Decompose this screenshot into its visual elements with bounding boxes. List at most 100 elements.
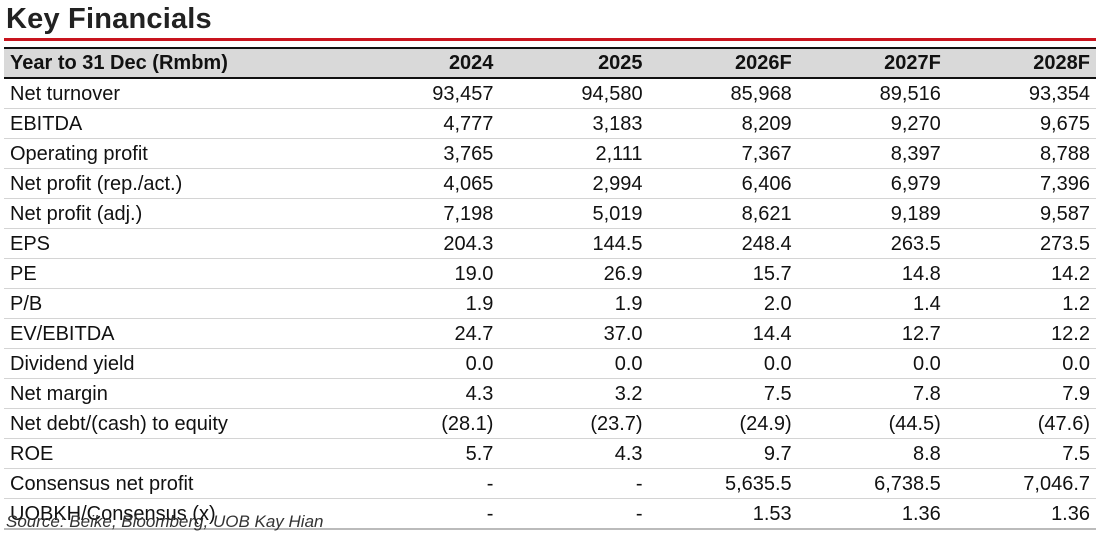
row-value: 93,354 — [946, 78, 1096, 109]
row-value: 273.5 — [946, 228, 1096, 259]
table-row: EBITDA 4,777 3,183 8,209 9,270 9,675 — [4, 108, 1096, 139]
row-value: - — [499, 468, 649, 499]
row-value: 8,788 — [946, 138, 1096, 169]
row-value: (47.6) — [946, 408, 1096, 439]
row-value: 1.9 — [350, 288, 500, 319]
row-value: 2.0 — [648, 288, 798, 319]
row-value: 4,777 — [350, 108, 500, 139]
row-value: (44.5) — [797, 408, 947, 439]
table-row: UOBKH/Consensus (x) - -1.53 1.36 1.36 — [4, 498, 1096, 530]
column-header-year: 2026F — [648, 47, 798, 79]
table-row: Dividend yield 0.0 0.0 0.0 0.0 0.0 — [4, 348, 1096, 379]
row-value: 5.7 — [350, 438, 500, 469]
row-value: 7.5 — [946, 438, 1096, 469]
column-header-label: Year to 31 Dec (Rmbm) — [4, 47, 351, 79]
row-value: 8,397 — [797, 138, 947, 169]
row-value: 6,406 — [648, 168, 798, 199]
row-value: 14.8 — [797, 258, 947, 289]
row-value: 144.5 — [499, 228, 649, 259]
row-value: (28.1) — [350, 408, 500, 439]
row-value: 7.5 — [648, 378, 798, 409]
row-value: 12.7 — [797, 318, 947, 349]
row-value: 3,183 — [499, 108, 649, 139]
row-label: EBITDA — [4, 108, 351, 139]
row-value: 248.4 — [648, 228, 798, 259]
row-value: 6,738.5 — [797, 468, 947, 499]
row-label: EV/EBITDA — [4, 318, 351, 349]
row-value: 204.3 — [350, 228, 500, 259]
row-value: 8.8 — [797, 438, 947, 469]
row-value: 14.4 — [648, 318, 798, 349]
row-value: 93,457 — [350, 78, 500, 109]
table-row: ROE 5.7 4.3 9.7 8.8 7.5 — [4, 438, 1096, 469]
row-value: 8,621 — [648, 198, 798, 229]
row-value: 19.0 — [350, 258, 500, 289]
row-value: 9,587 — [946, 198, 1096, 229]
table-row: Net debt/(cash) to equity (28.1) (23.7) (24… — [4, 408, 1096, 439]
row-value: 1.9 — [499, 288, 649, 319]
row-value: 3.2 — [499, 378, 649, 409]
section-title: Key Financials — [6, 3, 212, 35]
row-value: 1.36 — [946, 498, 1096, 530]
source-note: Source: Beike, Bloomberg, UOB Kay Hian — [6, 512, 324, 531]
row-value: 0.0 — [648, 348, 798, 379]
table-row: Operating profit 3,765 2,111 7,367 8,397 8,78… — [4, 138, 1096, 169]
row-value: 94,580 — [499, 78, 649, 109]
row-value: 1.2 — [946, 288, 1096, 319]
row-label: Net profit (rep./act.) — [4, 168, 351, 199]
row-value: 9.7 — [648, 438, 798, 469]
row-label: Net profit (adj.) — [4, 198, 351, 229]
row-value: 7,198 — [350, 198, 500, 229]
row-value: 5,635.5 — [648, 468, 798, 499]
row-label: Net debt/(cash) to equity — [4, 408, 351, 439]
row-value: 26.9 — [499, 258, 649, 289]
row-value: 0.0 — [350, 348, 500, 379]
table-row: P/B 1.9 1.9 2.0 1.4 1.2 — [4, 288, 1096, 319]
row-value: - — [350, 498, 500, 530]
table-row: PE 19.0 26.9 15.7 14.8 14.2 — [4, 258, 1096, 289]
row-value: 7,396 — [946, 168, 1096, 199]
row-label: EPS — [4, 228, 351, 259]
column-header-year: 2028F — [946, 47, 1096, 79]
row-value: 7,046.7 — [946, 468, 1096, 499]
row-label: ROE — [4, 438, 351, 469]
row-value: 4,065 — [350, 168, 500, 199]
row-value: 5,019 — [499, 198, 649, 229]
row-value: 0.0 — [946, 348, 1096, 379]
row-label: Dividend yield — [4, 348, 351, 379]
row-value: (24.9) — [648, 408, 798, 439]
row-value: 37.0 — [499, 318, 649, 349]
table-header: Year to 31 Dec (Rmbm) 2024 2025 2026F 2027F 2… — [4, 47, 1096, 79]
header-row: Year to 31 Dec (Rmbm) 2024 2025 2026F 2027F 2… — [4, 47, 1096, 79]
row-label: PE — [4, 258, 351, 289]
row-value: 7,367 — [648, 138, 798, 169]
table-row: Net margin 4.3 3.2 7.5 7.8 7.9 — [4, 378, 1096, 409]
row-value: - — [350, 468, 500, 499]
row-value: 1.53 — [648, 498, 798, 530]
row-value: 9,675 — [946, 108, 1096, 139]
row-value: 4.3 — [499, 438, 649, 469]
row-label: Net turnover — [4, 78, 351, 109]
row-value: 3,765 — [350, 138, 500, 169]
table-row: Net turnover 93,457 94,580 85,968 89,516 93,3… — [4, 78, 1096, 109]
row-value: 0.0 — [499, 348, 649, 379]
table-body: Net turnover 93,457 94,580 85,968 89,516 93,3… — [4, 78, 1096, 530]
row-value: 15.7 — [648, 258, 798, 289]
row-value: 85,968 — [648, 78, 798, 109]
row-value: 1.4 — [797, 288, 947, 319]
row-label: P/B — [4, 288, 351, 319]
table-row: Net profit (rep./act.) 4,065 2,994 6,406 6,9… — [4, 168, 1096, 199]
row-value: 2,111 — [499, 138, 649, 169]
row-value: 263.5 — [797, 228, 947, 259]
table-row: EV/EBITDA 24.7 37.0 14.4 12.7 12.2 — [4, 318, 1096, 349]
row-value: 14.2 — [946, 258, 1096, 289]
row-value: (23.7) — [499, 408, 649, 439]
row-label: Consensus net profit — [4, 468, 351, 499]
row-value: 7.8 — [797, 378, 947, 409]
column-header-year: 2024 — [350, 47, 500, 79]
row-value: 12.2 — [946, 318, 1096, 349]
table-row: EPS 204.3 144.5 248.4 263.5 273.5 — [4, 228, 1096, 259]
column-header-year: 2027F — [797, 47, 947, 79]
row-value: 89,516 — [797, 78, 947, 109]
